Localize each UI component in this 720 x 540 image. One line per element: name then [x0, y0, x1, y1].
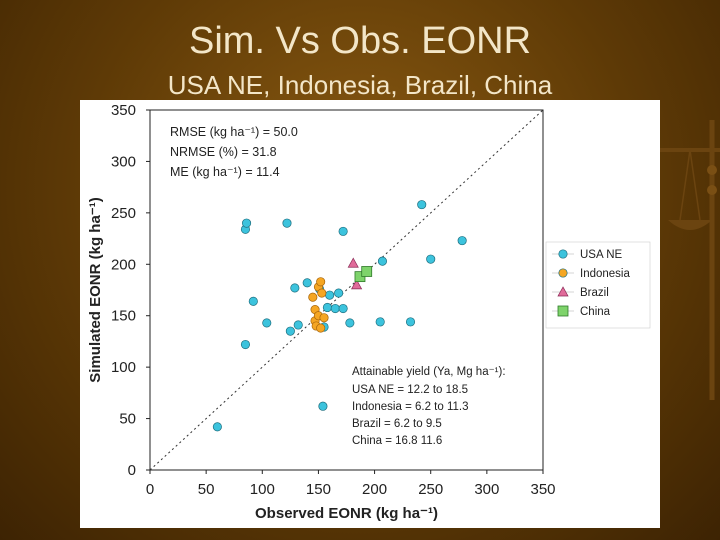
- x-tick-label: 100: [250, 481, 275, 498]
- legend-label: Brazil: [580, 287, 609, 299]
- yield-note-line: China = 16.8 11.6: [352, 435, 442, 447]
- y-tick-label: 300: [111, 153, 136, 170]
- legend-label: China: [580, 306, 611, 318]
- point-usa-ne: [282, 218, 292, 228]
- point-indonesia: [308, 292, 318, 302]
- point-usa-ne: [334, 288, 344, 298]
- point-usa-ne: [262, 318, 272, 328]
- x-tick-label: 150: [306, 481, 331, 498]
- point-usa-ne: [405, 317, 416, 327]
- point-usa-ne: [457, 236, 467, 246]
- point-usa-ne: [302, 278, 312, 288]
- yield-note-line: USA NE = 12.2 to 18.5: [352, 384, 468, 396]
- x-tick-label: 200: [362, 481, 387, 498]
- x-tick-label: 350: [530, 481, 555, 498]
- yield-note-line: Indonesia = 6.2 to 11.3: [352, 401, 468, 413]
- point-usa-ne: [338, 226, 348, 236]
- slide-subtitle: USA NE, Indonesia, Brazil, China: [167, 70, 553, 100]
- legend-label: USA NE: [580, 249, 623, 261]
- y-tick-label: 350: [111, 102, 136, 119]
- point-usa-ne: [285, 326, 295, 336]
- y-tick-label: 150: [111, 308, 136, 325]
- point-usa-ne: [338, 303, 348, 314]
- yield-note-line: Brazil = 6.2 to 9.5: [352, 418, 442, 430]
- stats-line: RMSE (kg ha⁻¹) = 50.0: [170, 125, 298, 139]
- legend-marker-indonesia: [558, 268, 568, 278]
- stats-line: ME (kg ha⁻¹) = 11.4: [170, 165, 280, 179]
- x-tick-label: 250: [418, 481, 443, 498]
- plot-frame: [149, 109, 544, 471]
- x-tick-label: 0: [146, 481, 154, 498]
- legend-marker-china: [557, 305, 569, 317]
- axes-layer: 0 50 100 150 200 250 300 350 0 50 100 150 200 250 300 3…: [87, 102, 556, 522]
- one-to-one-line: [149, 109, 544, 471]
- y-axis-label: Simulated EONR (kg ha⁻¹): [87, 197, 104, 382]
- point-indonesia: [316, 277, 326, 287]
- stats-line: NRMSE (%) = 31.8: [170, 145, 277, 159]
- legend-label: Indonesia: [580, 268, 630, 280]
- point-usa-ne: [293, 320, 303, 330]
- points-layer: [212, 200, 467, 432]
- x-tick-label: 50: [198, 481, 215, 498]
- point-usa-ne: [290, 283, 300, 293]
- point-brazil: [347, 257, 359, 268]
- x-axis-label: Observed EONR (kg ha⁻¹): [255, 505, 438, 522]
- point-usa-ne: [375, 317, 385, 327]
- yield-note-heading: Attainable yield (Ya, Mg ha⁻¹):: [352, 366, 506, 378]
- point-brazil: [351, 279, 363, 290]
- y-tick-label: 200: [111, 256, 136, 273]
- point-indonesia: [319, 313, 329, 323]
- y-tick-label: 50: [119, 411, 136, 428]
- y-tick-label: 100: [111, 359, 136, 376]
- y-tick-label: 0: [128, 462, 136, 479]
- legend: USA NE Indonesia Brazil China: [545, 241, 651, 329]
- slide-title: Sim. Vs Obs. EONR: [188, 20, 532, 62]
- point-usa-ne: [248, 296, 258, 306]
- point-indonesia: [317, 288, 327, 298]
- x-tick-label: 300: [474, 481, 499, 498]
- point-usa-ne: [325, 290, 335, 300]
- balance-scale-decoration: [660, 120, 720, 400]
- point-usa-ne: [417, 200, 427, 210]
- point-usa-ne: [240, 339, 250, 350]
- annotations: RMSE (kg ha⁻¹) = 50.0 NRMSE (%) = 31.8 ME …: [170, 125, 506, 447]
- point-usa-ne: [212, 422, 222, 432]
- point-usa-ne: [330, 303, 340, 314]
- point-usa-ne: [242, 218, 252, 228]
- point-indonesia: [316, 323, 326, 333]
- y-tick-label: 250: [111, 205, 136, 222]
- point-usa-ne: [345, 318, 355, 328]
- point-usa-ne: [322, 302, 332, 313]
- point-usa-ne: [426, 254, 436, 264]
- legend-marker-usa-ne: [558, 249, 568, 259]
- chart-panel: 0 50 100 150 200 250 300 350 0 50 100 150 200 250 300 3…: [80, 100, 660, 528]
- point-china: [361, 266, 373, 277]
- legend-marker-brazil: [557, 286, 569, 297]
- point-usa-ne: [377, 256, 387, 266]
- point-usa-ne: [318, 401, 328, 411]
- scatter-chart: 0 50 100 150 200 250 300 350 0 50 100 150 200 250 300 3…: [87, 102, 651, 522]
